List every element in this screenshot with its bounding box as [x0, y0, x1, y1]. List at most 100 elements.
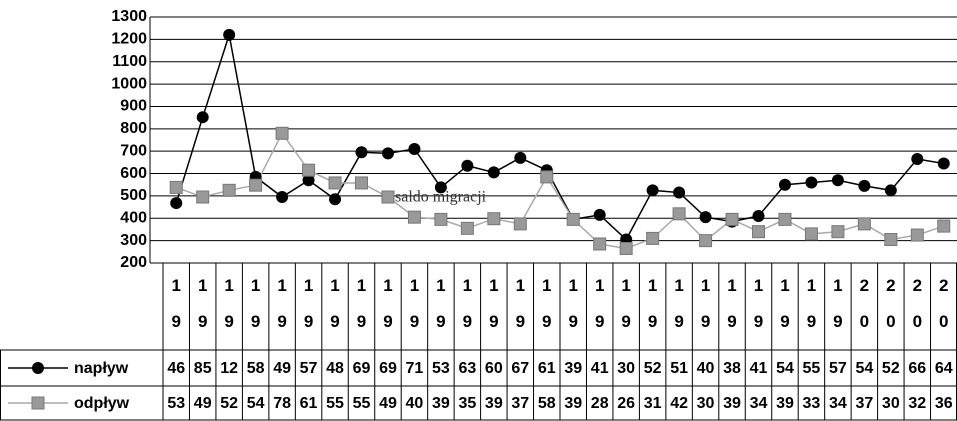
- x-tick-label: 19: [780, 276, 790, 331]
- y-tick-label: 1100: [112, 53, 147, 70]
- point: [699, 211, 712, 224]
- y-tick-label: 700: [120, 142, 147, 159]
- data-label: 39: [776, 395, 794, 412]
- data-label: 61: [300, 395, 318, 412]
- x-tick-label: 19: [806, 276, 817, 331]
- data-label: 52: [220, 395, 238, 412]
- data-label: 40: [406, 395, 424, 412]
- data-label: 35: [458, 395, 476, 412]
- y-tick-label: 600: [120, 165, 147, 182]
- data-label: 39: [564, 360, 582, 377]
- point: [381, 190, 395, 204]
- data-label: 36: [935, 395, 953, 412]
- x-tick-label: 19: [753, 276, 764, 331]
- point: [831, 225, 845, 239]
- data-label: 52: [644, 360, 662, 377]
- point: [170, 197, 183, 210]
- data-label: 69: [353, 360, 371, 377]
- point: [725, 212, 739, 226]
- x-tick-label: 20: [912, 276, 923, 331]
- data-label: 53: [167, 395, 185, 412]
- point: [805, 176, 818, 189]
- point: [937, 219, 951, 233]
- point: [222, 183, 236, 197]
- point: [32, 362, 44, 374]
- point: [911, 153, 924, 166]
- data-label: 39: [564, 395, 582, 412]
- x-tick-label: 19: [542, 276, 552, 331]
- data-label: 49: [273, 360, 291, 377]
- data-label: 63: [458, 360, 476, 377]
- point: [699, 234, 713, 248]
- x-tick-label: 19: [250, 276, 261, 331]
- point: [196, 111, 209, 124]
- x-tick-label: 19: [568, 276, 578, 331]
- point: [778, 212, 792, 226]
- point: [487, 212, 501, 226]
- point: [884, 184, 897, 197]
- x-tick-label: 19: [224, 276, 234, 331]
- data-label: 40: [697, 360, 715, 377]
- y-tick-label: 300: [120, 232, 147, 249]
- data-label: 39: [723, 395, 741, 412]
- data-label: 52: [882, 360, 900, 377]
- point: [593, 237, 607, 251]
- series-line: [175, 34, 944, 241]
- y-tick-label: 1000: [111, 75, 147, 92]
- x-tick-label: 19: [303, 276, 314, 331]
- x-tick-label: 19: [462, 276, 473, 331]
- point: [434, 212, 448, 226]
- point: [778, 178, 791, 191]
- data-label: 37: [511, 395, 529, 412]
- data-label: 48: [326, 360, 344, 377]
- point: [593, 208, 606, 221]
- point: [302, 163, 316, 177]
- point: [487, 166, 500, 179]
- data-label: 55: [353, 395, 371, 412]
- data-label: 78: [273, 395, 291, 412]
- data-label: 38: [723, 360, 741, 377]
- data-label: 69: [379, 360, 397, 377]
- annotation: saldo migracji: [395, 189, 487, 206]
- data-label: 67: [511, 360, 529, 377]
- point: [355, 176, 368, 190]
- data-label: 58: [538, 395, 556, 412]
- point: [619, 241, 633, 255]
- legend-label: napływ: [74, 360, 129, 377]
- data-label: 49: [194, 395, 212, 412]
- point: [513, 217, 527, 231]
- x-tick-label: 19: [197, 276, 208, 331]
- point: [223, 28, 236, 41]
- point: [329, 193, 342, 206]
- point: [434, 181, 447, 194]
- data-label: 71: [406, 360, 424, 377]
- data-label: 46: [167, 360, 185, 377]
- data-label: 55: [326, 395, 344, 412]
- data-label: 66: [908, 360, 926, 377]
- data-label: 33: [803, 395, 821, 412]
- data-label: 30: [882, 395, 900, 412]
- point: [672, 207, 686, 221]
- data-label: 37: [855, 395, 873, 412]
- data-label: 60: [485, 360, 503, 377]
- point: [910, 228, 924, 242]
- x-tick-label: 19: [383, 276, 393, 331]
- y-tick-label: 500: [120, 187, 147, 204]
- point: [673, 186, 686, 199]
- x-tick-label: 19: [647, 276, 658, 331]
- point: [858, 179, 871, 192]
- point: [566, 212, 580, 226]
- x-tick-label: 19: [515, 276, 526, 331]
- data-label: 54: [776, 360, 794, 377]
- point: [646, 231, 660, 245]
- point: [884, 233, 898, 247]
- point: [169, 180, 183, 194]
- point: [460, 221, 474, 235]
- data-label: 31: [644, 395, 662, 412]
- data-label: 41: [750, 360, 768, 377]
- point: [540, 170, 554, 184]
- data-label: 85: [194, 360, 212, 377]
- data-label: 42: [670, 395, 688, 412]
- data-label: 34: [750, 395, 768, 412]
